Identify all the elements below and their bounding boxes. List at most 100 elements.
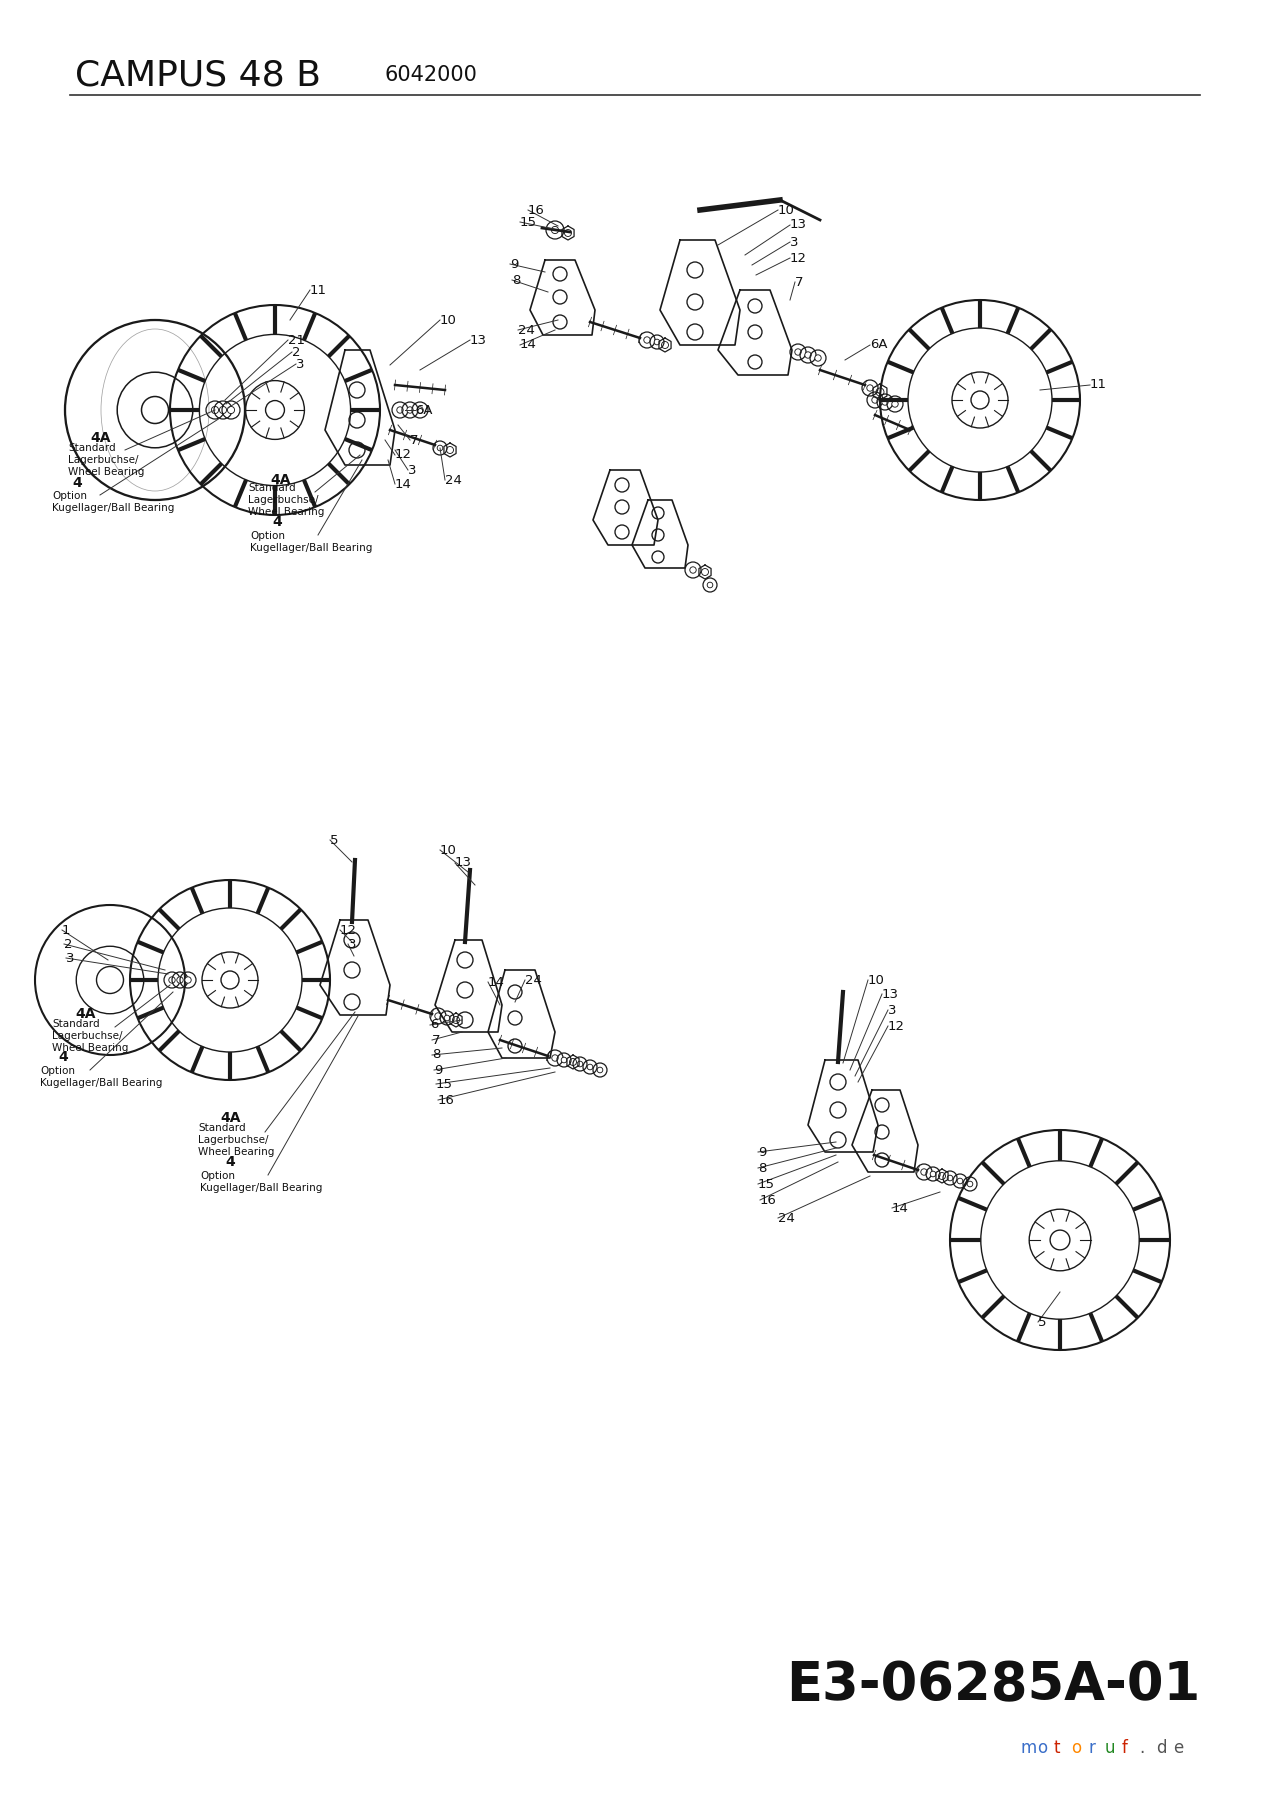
Text: 3: 3 bbox=[349, 938, 356, 950]
Text: 5: 5 bbox=[1038, 1316, 1047, 1328]
Circle shape bbox=[881, 400, 888, 405]
Text: 4A: 4A bbox=[75, 1006, 95, 1021]
Text: 3: 3 bbox=[66, 952, 75, 965]
Text: m: m bbox=[1020, 1739, 1037, 1757]
Circle shape bbox=[707, 581, 712, 589]
Text: 10: 10 bbox=[440, 313, 457, 326]
Circle shape bbox=[219, 407, 226, 414]
Text: Standard
Lagerbuchse/
Wheel Bearing: Standard Lagerbuchse/ Wheel Bearing bbox=[52, 1019, 128, 1053]
Text: Standard
Lagerbuchse/
Wheel Bearing: Standard Lagerbuchse/ Wheel Bearing bbox=[248, 484, 324, 517]
Circle shape bbox=[805, 351, 812, 358]
Text: 13: 13 bbox=[455, 857, 472, 869]
Text: 8: 8 bbox=[432, 1048, 440, 1062]
Circle shape bbox=[97, 967, 123, 994]
Text: 4A: 4A bbox=[90, 430, 111, 445]
Text: 12: 12 bbox=[396, 448, 412, 461]
Text: 4A: 4A bbox=[270, 473, 290, 488]
Text: 16: 16 bbox=[759, 1193, 777, 1206]
Circle shape bbox=[654, 338, 660, 346]
Text: 24: 24 bbox=[445, 473, 462, 486]
Text: .: . bbox=[1138, 1739, 1145, 1757]
Text: 5: 5 bbox=[329, 833, 338, 846]
Text: e: e bbox=[1173, 1739, 1183, 1757]
Text: 10: 10 bbox=[440, 844, 457, 857]
Circle shape bbox=[228, 407, 234, 414]
Circle shape bbox=[644, 337, 650, 344]
Text: 6: 6 bbox=[430, 1019, 439, 1031]
Circle shape bbox=[551, 227, 558, 234]
Circle shape bbox=[407, 407, 413, 414]
Text: 1: 1 bbox=[62, 923, 70, 936]
Circle shape bbox=[552, 1055, 558, 1062]
Text: 16: 16 bbox=[438, 1093, 455, 1107]
Text: 4: 4 bbox=[59, 1049, 67, 1064]
Circle shape bbox=[417, 407, 424, 414]
Text: 14: 14 bbox=[520, 338, 537, 351]
Text: Option
Kugellager/Ball Bearing: Option Kugellager/Ball Bearing bbox=[251, 531, 373, 553]
Text: Option
Kugellager/Ball Bearing: Option Kugellager/Ball Bearing bbox=[52, 491, 174, 513]
Text: Option
Kugellager/Ball Bearing: Option Kugellager/Ball Bearing bbox=[200, 1172, 322, 1193]
Text: 24: 24 bbox=[778, 1211, 795, 1224]
Text: 3: 3 bbox=[888, 1004, 897, 1017]
Text: Standard
Lagerbuchse/
Wheel Bearing: Standard Lagerbuchse/ Wheel Bearing bbox=[198, 1123, 275, 1157]
Text: 16: 16 bbox=[528, 203, 544, 216]
Text: 24: 24 bbox=[525, 974, 542, 986]
Text: 14: 14 bbox=[396, 477, 412, 490]
Text: CAMPUS 48 B: CAMPUS 48 B bbox=[75, 58, 321, 92]
Text: E3-06285A-01: E3-06285A-01 bbox=[786, 1660, 1199, 1712]
Text: o: o bbox=[1071, 1739, 1081, 1757]
Text: 3: 3 bbox=[790, 236, 799, 248]
Text: 11: 11 bbox=[310, 283, 327, 297]
Text: 12: 12 bbox=[888, 1019, 904, 1033]
Text: 13: 13 bbox=[881, 988, 899, 1001]
Text: 12: 12 bbox=[340, 923, 357, 936]
Circle shape bbox=[967, 1181, 973, 1186]
Circle shape bbox=[930, 1172, 936, 1177]
Text: 11: 11 bbox=[1090, 378, 1107, 392]
Text: 4: 4 bbox=[73, 475, 81, 490]
Text: 3: 3 bbox=[408, 463, 416, 477]
Text: u: u bbox=[1105, 1739, 1116, 1757]
Text: 13: 13 bbox=[469, 333, 487, 346]
Text: 2: 2 bbox=[64, 938, 73, 950]
Text: 14: 14 bbox=[892, 1202, 909, 1215]
Circle shape bbox=[438, 445, 443, 450]
Text: d: d bbox=[1156, 1739, 1166, 1757]
Circle shape bbox=[211, 407, 219, 414]
Text: 8: 8 bbox=[758, 1161, 766, 1175]
Circle shape bbox=[795, 349, 801, 355]
Text: 12: 12 bbox=[790, 252, 806, 265]
Text: 24: 24 bbox=[518, 324, 534, 337]
Circle shape bbox=[435, 1013, 441, 1019]
Text: 2: 2 bbox=[293, 346, 300, 358]
Circle shape bbox=[921, 1168, 927, 1175]
Text: 15: 15 bbox=[520, 216, 537, 229]
Circle shape bbox=[866, 385, 873, 391]
Text: f: f bbox=[1122, 1739, 1128, 1757]
Circle shape bbox=[588, 1064, 593, 1069]
Text: 7: 7 bbox=[432, 1033, 440, 1046]
Text: 9: 9 bbox=[510, 257, 519, 270]
Text: 4: 4 bbox=[225, 1156, 235, 1168]
Text: 6A: 6A bbox=[870, 338, 888, 351]
Text: Standard
Lagerbuchse/
Wheel Bearing: Standard Lagerbuchse/ Wheel Bearing bbox=[67, 443, 145, 477]
Circle shape bbox=[958, 1179, 963, 1184]
Circle shape bbox=[177, 977, 183, 983]
Text: r: r bbox=[1088, 1739, 1095, 1757]
Text: 4A: 4A bbox=[220, 1111, 240, 1125]
Circle shape bbox=[689, 567, 696, 572]
Text: 6042000: 6042000 bbox=[385, 65, 478, 85]
Circle shape bbox=[141, 396, 168, 423]
Circle shape bbox=[815, 355, 822, 362]
Text: 10: 10 bbox=[868, 974, 885, 986]
Circle shape bbox=[561, 1057, 567, 1062]
Text: o: o bbox=[1037, 1739, 1047, 1757]
Text: 15: 15 bbox=[758, 1177, 775, 1190]
Text: t: t bbox=[1054, 1739, 1061, 1757]
Text: 8: 8 bbox=[513, 274, 520, 286]
Text: 10: 10 bbox=[778, 203, 795, 216]
Text: 13: 13 bbox=[790, 218, 806, 232]
Circle shape bbox=[892, 401, 898, 407]
Text: 21: 21 bbox=[287, 333, 305, 346]
Circle shape bbox=[397, 407, 403, 414]
